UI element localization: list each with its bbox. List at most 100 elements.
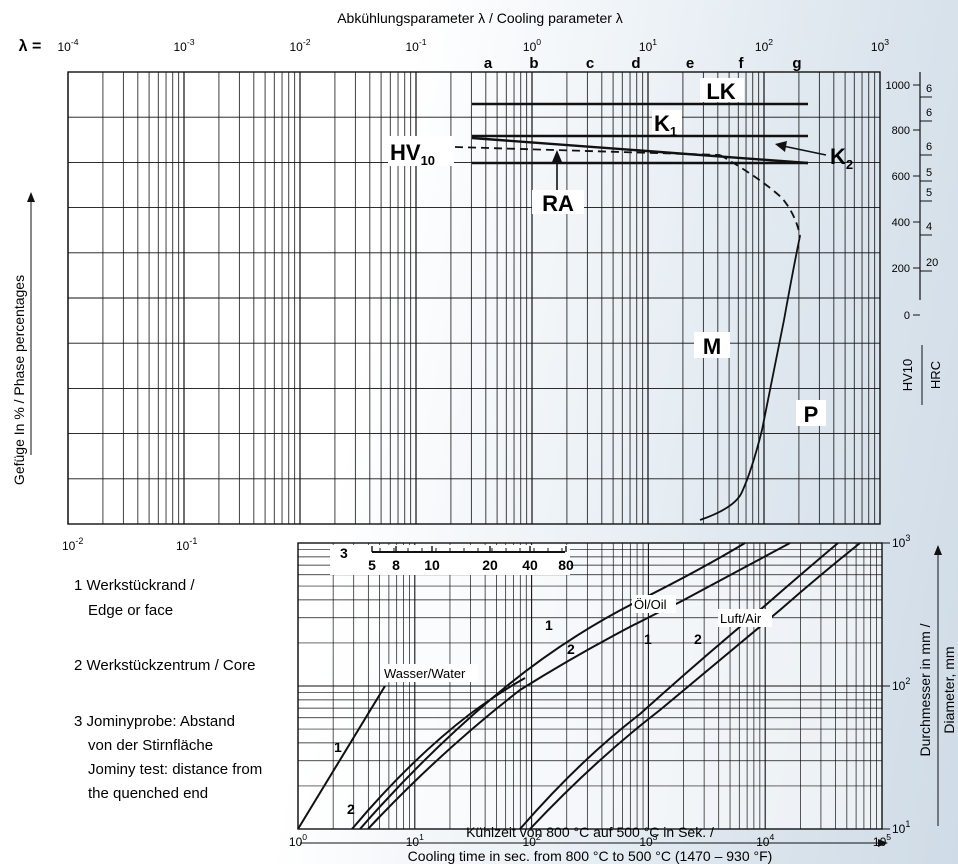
bottom-y-ticks: 103 102 101	[882, 533, 910, 836]
letter-tick-c: c	[586, 55, 594, 72]
air-label: Luft/Air	[720, 611, 762, 626]
ra-label: RA	[542, 191, 574, 216]
hrc-axis-label: HRC	[928, 361, 943, 389]
bottom-y-title-line1: Durchmesser in mm /	[917, 623, 933, 756]
water-edge-curve	[297, 685, 386, 830]
hv-tick-label: 800	[892, 125, 910, 137]
top-tick-label: 102	[755, 37, 773, 54]
top-tick-label: 10-1	[405, 37, 426, 54]
jominy-tick-label: 10	[424, 557, 440, 573]
k2-arrowhead	[775, 141, 787, 152]
jominy-tick-label: 20	[482, 557, 498, 573]
right-hv-hrc-scale: 1000 800 600 400 200 0 6 6 6 5 5 4 20	[886, 80, 939, 322]
bottom-x-tick-label: 101	[406, 832, 424, 849]
label-1-oil: 1	[545, 617, 553, 633]
left-axis-arrowhead	[27, 192, 35, 202]
bottom-y-title-line2: Diameter, mm	[941, 646, 957, 733]
hrc-tick-label: 4	[926, 221, 932, 233]
water-label: Wasser/Water	[384, 666, 466, 681]
oil-label: Öl/Oil	[634, 597, 667, 612]
air-core-curve	[529, 542, 861, 830]
martensite-curve	[699, 235, 801, 521]
top-tick-label: 10-3	[173, 37, 194, 54]
bottom-x-tick-label: 103	[639, 832, 657, 849]
bottom-x-title-line1: Kühlzeit von 800 °C auf 500 °C in Sek. /	[466, 824, 714, 840]
letter-tick-g: g	[792, 55, 801, 72]
label-2-water: 2	[347, 801, 355, 817]
hv-tick-label: 400	[892, 217, 910, 229]
bottom-x-title-line2: Cooling time in sec. from 800 °C to 500 …	[408, 848, 773, 864]
jominy-tick-label: 80	[558, 557, 574, 573]
top-axis-ticks: 10-4 10-3 10-2 10-1 100 101 102 103	[57, 37, 889, 54]
lower-tick-1e-1: 10-1	[176, 536, 197, 553]
legend-item3-line1: 3 Jominyprobe: Abstand	[74, 713, 235, 730]
jominy-tick-label: 5	[368, 557, 376, 573]
left-axis-label: Gefüge In % / Phase percentages	[11, 275, 27, 485]
top-axis-title: Abkühlungsparameter λ / Cooling paramete…	[337, 10, 623, 26]
legend-item3-line4: the quenched end	[88, 785, 208, 802]
letter-tick-b: b	[529, 55, 538, 72]
ra-arrowhead	[552, 150, 562, 162]
letter-tick-a: a	[484, 55, 493, 72]
top-tick-label: 100	[523, 37, 541, 54]
top-tick-label: 101	[639, 37, 657, 54]
hv10-axis-label: HV10	[900, 359, 915, 392]
hv10-curve-dashed-tail	[719, 154, 801, 237]
top-tick-label: 10-2	[289, 37, 310, 54]
jominy-tick-label: 40	[522, 557, 538, 573]
lower-tick-1e-2: 10-2	[62, 536, 83, 553]
legend-item2: 2 Werkstückzentrum / Core	[74, 657, 255, 674]
hrc-tick-label: 20	[926, 257, 938, 269]
legend-item1-line2: Edge or face	[88, 602, 173, 619]
bottom-x-arrowhead	[878, 839, 888, 847]
bottom-chart: 3 5 8 10 20 40 80 1 2 1 2 1 2 Wasser/Water Öl…	[289, 533, 957, 864]
oil-core-curve	[367, 542, 791, 830]
k2-line	[471, 136, 809, 165]
legend-item3-line3: Jominy test: distance from	[88, 761, 262, 778]
hrc-tick-label: 6	[926, 107, 932, 119]
bottom-x-tick-label: 100	[289, 832, 307, 849]
hv-tick-label: 200	[892, 263, 910, 275]
bottom-x-ticks: 100 101 102 103 104 105	[289, 832, 891, 849]
top-chart: Abkühlungsparameter λ / Cooling paramete…	[11, 10, 943, 525]
water-core-curve	[351, 677, 526, 830]
k2-label: K2	[830, 144, 853, 172]
top-plot-frame	[67, 71, 881, 525]
bottom-y-tick-label: 103	[892, 533, 910, 550]
hv-tick-label: 600	[892, 171, 910, 183]
k2-arrow	[782, 145, 827, 156]
top-tick-label: 103	[871, 37, 889, 54]
label-1-air: 1	[644, 631, 652, 647]
hrc-tick-label: 6	[926, 141, 932, 153]
oil-edge-curve	[359, 542, 746, 830]
hv10-curve-dashed	[454, 146, 721, 156]
bottom-y-tick-label: 102	[892, 676, 910, 693]
bottom-y-arrowhead	[934, 545, 942, 555]
jominy-tick-label: 8	[392, 557, 400, 573]
hrc-tick-label: 6	[926, 83, 932, 95]
bottom-y-tick-label: 101	[892, 819, 910, 836]
jominy-ticks: 5 8 10 20 40 80	[368, 546, 574, 573]
hv-tick-label: 0	[904, 310, 910, 322]
top-tick-label: 10-4	[57, 37, 78, 54]
lk-label: LK	[706, 79, 735, 104]
p-label: P	[804, 402, 819, 427]
m-label: M	[703, 334, 721, 359]
label-1-water: 1	[334, 739, 342, 755]
jominy-label: 3	[340, 545, 348, 561]
legend-item1-line1: 1 Werkstückrand /	[74, 577, 195, 594]
top-grid-horizontal	[68, 116, 880, 480]
label-2-oil: 2	[567, 641, 575, 657]
letter-tick-f: f	[739, 55, 745, 72]
bottom-x-tick-label: 105	[873, 832, 891, 849]
letter-tick-e: e	[686, 55, 694, 72]
bottom-x-tick-label: 102	[523, 832, 541, 849]
lambda-label: λ =	[19, 38, 42, 55]
hrc-tick-label: 5	[926, 167, 932, 179]
air-edge-curve	[519, 542, 839, 830]
top-letter-ticks: a b c d e f g	[484, 55, 802, 72]
letter-tick-d: d	[631, 55, 640, 72]
hv-tick-label: 1000	[886, 80, 910, 92]
hrc-tick-label: 5	[926, 187, 932, 199]
